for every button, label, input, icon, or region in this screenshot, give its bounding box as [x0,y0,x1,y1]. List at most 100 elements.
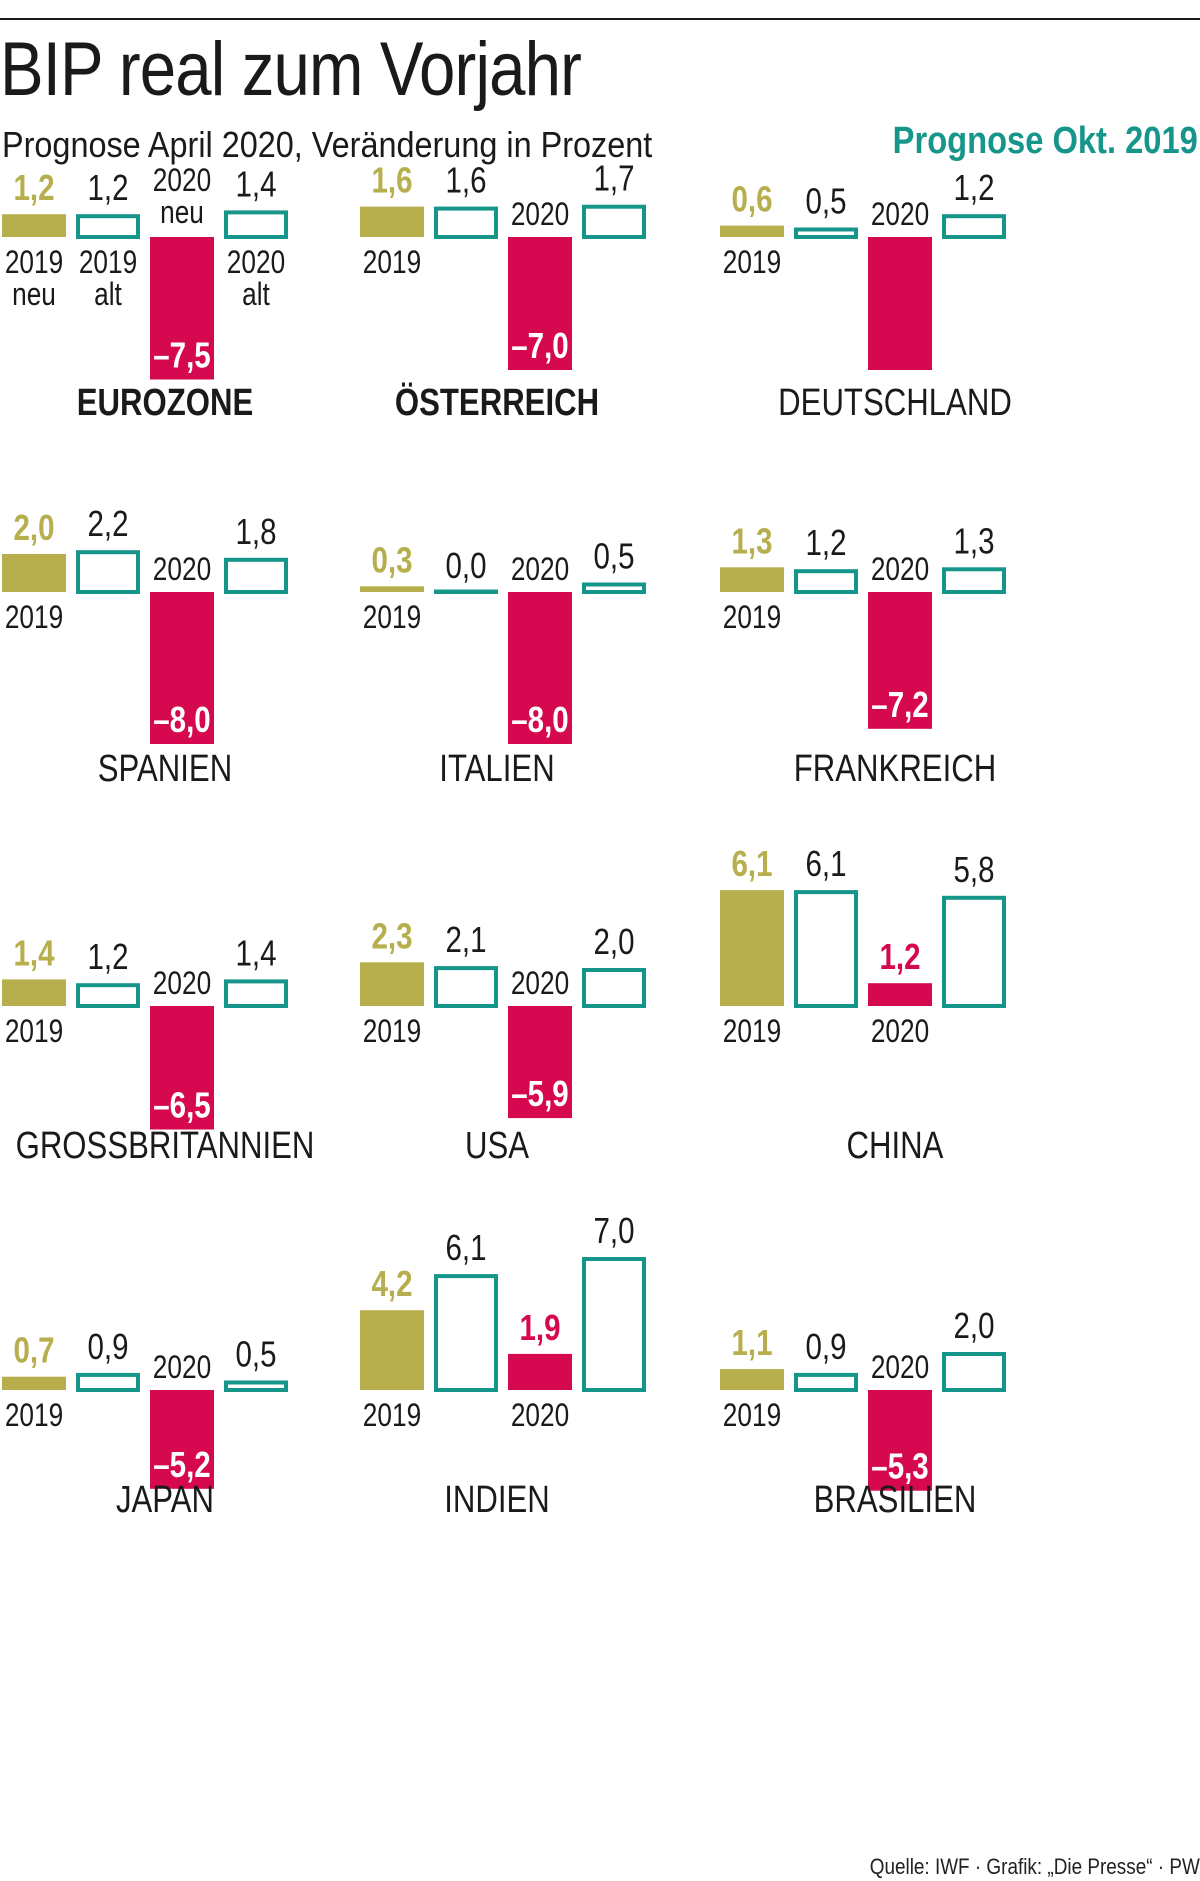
value-label-italien-3: 0,5 [593,536,634,576]
axis-label-2020-grossbritannien: 2020 [153,967,211,1002]
bar-deutschland-2019-neu [720,225,784,237]
bar-österreich-2019-alt [434,206,498,240]
bar-indien-2019-neu [360,1310,424,1390]
value-label-frankreich-1: 1,2 [805,522,846,562]
chart-title: BIP real zum Vorjahr [0,27,582,112]
axis-label-2020-japan: 2020 [153,1351,211,1386]
bar-china-2019-neu [720,890,784,1006]
country-name-japan: JAPAN [116,1479,214,1521]
value-label-grossbritannien-1: 1,2 [87,936,128,976]
bar-indien-2020-neu [508,1353,572,1390]
bar-italien-2019-neu [360,586,424,592]
value-label-grossbritannien-3: 1,4 [235,933,276,973]
bar-italien-2020-neu [508,592,572,744]
bar-japan-2020-neu [150,1390,214,1489]
bar-grossbritannien-2020-neu [150,1006,214,1130]
value-label-eurozone-3: 1,4 [235,164,276,204]
country-name-frankreich: FRANKREICH [794,748,996,790]
value-label-spanien-0: 2,0 [13,507,54,547]
value-label-italien-2: –8,0 [511,699,568,739]
value-label-spanien-1: 2,2 [87,503,128,543]
value-label-österreich-0: 1,6 [371,160,412,200]
bar-eurozone-2020-neu [150,237,214,380]
value-label-brasilien-2: –5,3 [871,1446,928,1486]
value-label-eurozone-0: 1,2 [13,167,54,207]
value-label-indien-0: 4,2 [371,1263,412,1303]
country-name-usa: USA [465,1125,530,1167]
value-label-china-3: 5,8 [953,849,994,889]
value-label-frankreich-2: –7,2 [871,684,928,724]
axis-label-2019-china: 2019 [723,1015,781,1050]
bar-grossbritannien-2019-alt [76,983,140,1009]
axis-label-2020-neu: 2020 [153,164,211,199]
axis-label-2019-deutschland: 2019 [723,246,781,281]
top-rule [0,18,1200,20]
bar-brasilien-2020-neu [868,1390,932,1491]
axis-label-2019-österreich: 2019 [363,246,421,281]
bar-spanien-2020-alt [224,557,288,594]
bar-spanien-2020-neu [150,592,214,744]
source-note: Quelle: IWF · Grafik: „Die Presse“ · PW [869,1854,1200,1879]
bar-japan-2019-alt [76,1372,140,1393]
bar-österreich-2020-alt [582,204,646,239]
axis-label-2020-china: 2020 [871,1015,929,1050]
axis-label-alt: alt [94,278,122,313]
value-label-usa-2: –5,9 [511,1073,568,1113]
bar-italien-2020-alt [582,582,646,594]
bar-deutschland-2020-alt [942,214,1006,239]
value-label-indien-1: 6,1 [445,1227,486,1267]
country-name-italien: ITALIEN [439,748,554,790]
bar-usa-2019-alt [434,966,498,1008]
value-label-grossbritannien-0: 1,4 [13,933,55,973]
value-label-eurozone-1: 1,2 [87,167,128,207]
bar-frankreich-2019-neu [720,567,784,592]
country-name-eurozone: EUROZONE [77,382,254,424]
bar-japan-2019-neu [2,1376,66,1390]
value-label-brasilien-3: 2,0 [953,1305,994,1345]
country-name-spanien: SPANIEN [98,748,232,790]
axis-label-2020-usa: 2020 [511,967,569,1002]
value-label-deutschland-3: 1,2 [953,167,994,207]
bar-frankreich-2020-alt [942,567,1006,594]
bar-usa-2020-neu [508,1006,572,1119]
bar-indien-2020-alt [582,1257,646,1392]
bar-brasilien-2019-neu [720,1369,784,1390]
value-label-österreich-1: 1,6 [445,160,486,200]
bar-grossbritannien-2020-alt [224,979,288,1009]
bar-frankreich-2020-neu [868,592,932,729]
bar-italien-2019-alt [434,589,498,594]
value-label-usa-1: 2,1 [445,919,486,959]
bar-deutschland-2019-alt [794,227,858,239]
axis-label-2020-frankreich: 2020 [871,553,929,588]
country-name-indien: INDIEN [444,1479,550,1521]
value-label-japan-2: –5,2 [153,1444,210,1484]
value-label-österreich-3: 1,7 [593,158,634,198]
value-label-china-1: 6,1 [805,843,846,883]
value-label-brasilien-1: 0,9 [805,1326,846,1366]
bar-spanien-2019-neu [2,554,66,592]
axis-label-2019-grossbritannien: 2019 [5,1015,63,1050]
bar-china-2019-alt [794,890,858,1008]
axis-label-2020-indien: 2020 [511,1399,569,1434]
axis-label-2019-indien: 2019 [363,1399,421,1434]
axis-label-2019-japan: 2019 [5,1399,63,1434]
axis-label-2020-österreich: 2020 [511,198,569,233]
bar-spanien-2019-alt [76,550,140,595]
value-label-indien-2: 1,9 [519,1307,560,1347]
bar-eurozone-2020-alt [224,210,288,239]
value-label-brasilien-0: 1,1 [731,1322,772,1362]
value-label-spanien-3: 1,8 [235,511,276,551]
bar-china-2020-alt [942,895,1006,1008]
value-label-italien-1: 0,0 [445,545,486,585]
bar-usa-2020-alt [582,968,646,1008]
bar-grossbritannien-2019-neu [2,979,66,1006]
legend-prognose-okt-2019: Prognose Okt. 2019 [892,120,1198,162]
axis-label-alt-2: alt [242,278,270,313]
value-label-usa-3: 2,0 [593,921,634,961]
bar-eurozone-2019-alt [76,214,140,239]
country-name-brasilien: BRASILIEN [814,1479,977,1521]
axis-label-neu-2: neu [160,196,204,231]
bar-brasilien-2020-alt [942,1352,1006,1392]
value-label-österreich-2: –7,0 [511,325,568,365]
value-label-china-0: 6,1 [731,843,772,883]
